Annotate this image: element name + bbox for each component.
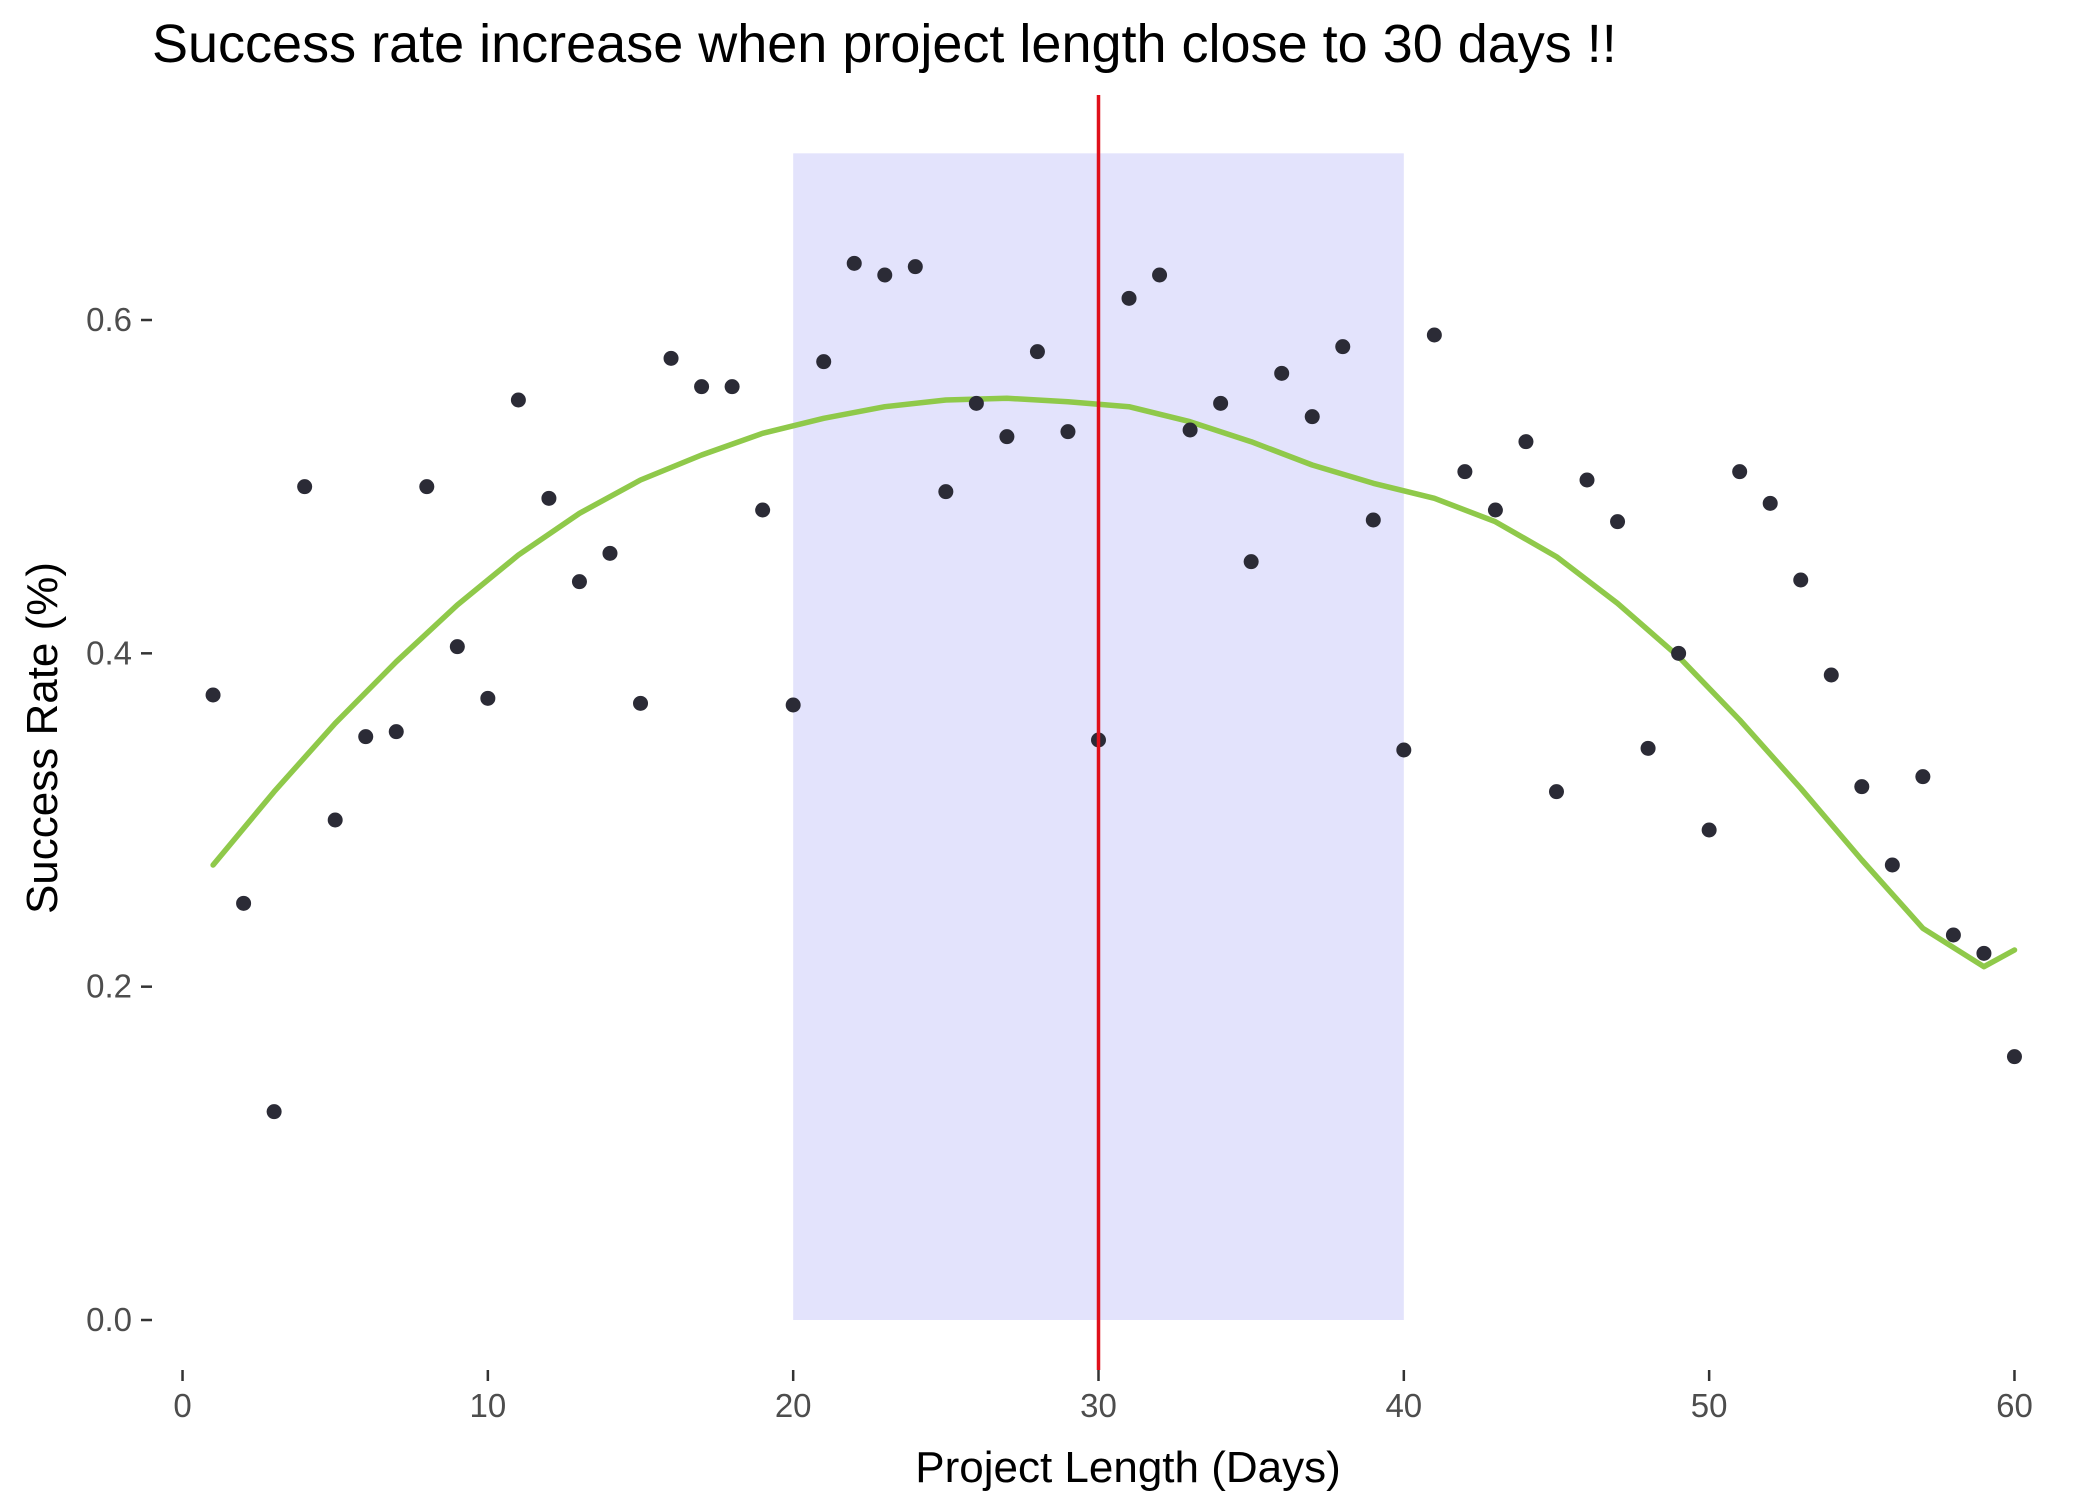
data-point xyxy=(1274,365,1290,381)
y-tick-label: 0.4 xyxy=(86,634,132,671)
y-axis: 0.0 0.2 0.4 0.6 xyxy=(86,301,152,1338)
data-point xyxy=(694,379,710,395)
data-point xyxy=(1487,502,1503,518)
y-axis-title: Success Rate (%) xyxy=(18,562,67,914)
data-point xyxy=(1915,769,1931,785)
data-point xyxy=(602,545,618,561)
data-point xyxy=(755,502,771,518)
data-point xyxy=(1762,495,1778,511)
x-tick-label: 0 xyxy=(173,1387,191,1424)
data-point xyxy=(724,379,740,395)
data-point xyxy=(877,267,893,283)
data-point xyxy=(1548,784,1564,800)
x-tick-label: 20 xyxy=(775,1387,812,1424)
data-point xyxy=(1732,464,1748,480)
data-point xyxy=(1518,434,1534,450)
data-point xyxy=(1426,327,1442,343)
data-point xyxy=(1884,857,1900,873)
smooth-line-layer xyxy=(210,395,2018,970)
data-point xyxy=(968,395,984,411)
data-point xyxy=(633,695,649,711)
data-point xyxy=(358,729,374,745)
x-axis-title: Project Length (Days) xyxy=(915,1443,1341,1492)
data-point xyxy=(571,574,587,590)
data-point xyxy=(449,639,465,655)
x-tick-label: 60 xyxy=(1996,1387,2033,1424)
y-tick-label: 0.2 xyxy=(86,968,132,1005)
y-tick-label: 0.6 xyxy=(86,301,132,338)
data-point xyxy=(1854,779,1870,795)
data-point xyxy=(1396,742,1412,758)
data-point xyxy=(1793,572,1809,588)
data-point xyxy=(1610,514,1626,530)
data-point xyxy=(1457,464,1473,480)
data-point xyxy=(846,255,862,271)
data-point xyxy=(816,354,832,370)
data-point xyxy=(907,259,923,275)
data-point xyxy=(236,895,252,911)
data-point xyxy=(419,479,435,495)
data-point xyxy=(999,429,1015,445)
data-point xyxy=(1060,424,1076,440)
chart-title: Success rate increase when project lengt… xyxy=(152,14,1617,74)
data-point xyxy=(510,392,526,408)
points-layer xyxy=(205,255,2022,1120)
data-point xyxy=(1640,740,1656,756)
data-point xyxy=(205,687,221,703)
data-point xyxy=(1671,645,1687,661)
data-point xyxy=(1029,344,1045,360)
data-point xyxy=(1182,422,1198,438)
data-point xyxy=(1152,267,1168,283)
data-point xyxy=(1976,945,1992,961)
data-point xyxy=(266,1104,282,1120)
data-point xyxy=(1701,822,1717,838)
data-point xyxy=(1213,395,1229,411)
x-axis: 0 10 20 30 40 50 60 xyxy=(173,1370,2033,1424)
data-point xyxy=(785,697,801,713)
data-point xyxy=(388,724,404,740)
data-point xyxy=(2006,1049,2022,1065)
x-tick-label: 10 xyxy=(469,1387,506,1424)
data-point xyxy=(1335,339,1351,355)
data-point xyxy=(1304,409,1320,425)
x-tick-label: 50 xyxy=(1691,1387,1728,1424)
data-point xyxy=(327,812,343,828)
data-point xyxy=(1823,667,1839,683)
smooth-line xyxy=(210,395,2018,970)
x-tick-label: 40 xyxy=(1385,1387,1422,1424)
x-tick-label: 30 xyxy=(1080,1387,1117,1424)
data-point xyxy=(297,479,313,495)
data-point xyxy=(1243,554,1259,570)
y-tick-label: 0.0 xyxy=(86,1301,132,1338)
data-point xyxy=(480,690,496,706)
data-point xyxy=(938,484,954,500)
data-point xyxy=(1121,290,1137,306)
data-point xyxy=(541,490,557,506)
data-point xyxy=(1579,472,1595,488)
data-point xyxy=(1945,927,1961,943)
data-point xyxy=(1365,512,1381,528)
data-point xyxy=(663,350,679,366)
